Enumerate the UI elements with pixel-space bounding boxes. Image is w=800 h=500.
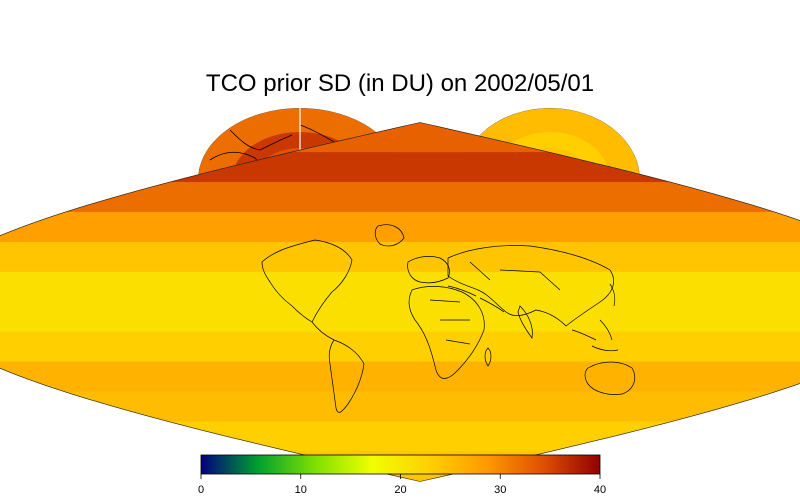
colorbar-tick-label: 20 [394, 484, 406, 496]
colorbar-tick-label: 10 [295, 484, 307, 496]
latitude-band [0, 361, 800, 393]
colorbar-tick-label: 30 [494, 484, 506, 496]
world-coastlines [261, 224, 636, 413]
colorbar-gradient [200, 454, 601, 475]
latitude-band [64, 391, 776, 422]
latitude-band [0, 331, 800, 363]
world-map [0, 122, 800, 482]
latitude-band [0, 241, 800, 273]
latitude-band [0, 271, 800, 333]
world-map-outline [0, 122, 800, 482]
latitude-band [0, 211, 800, 243]
colorbar-tick-label: 0 [198, 484, 204, 496]
colorbar: 0 10 20 30 40 [198, 454, 606, 496]
latitude-band [168, 421, 672, 452]
latitude-band [64, 182, 776, 213]
chart-title: TCO prior SD (in DU) on 2002/05/01 [205, 70, 595, 97]
colorbar-tick-label: 40 [594, 484, 606, 496]
